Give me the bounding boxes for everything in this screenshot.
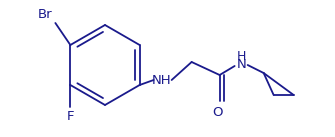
Text: O: O (212, 106, 223, 119)
Text: N: N (237, 58, 247, 72)
Text: NH: NH (152, 73, 172, 86)
Text: F: F (67, 110, 74, 123)
Text: Br: Br (38, 8, 52, 21)
Text: H: H (237, 49, 246, 62)
